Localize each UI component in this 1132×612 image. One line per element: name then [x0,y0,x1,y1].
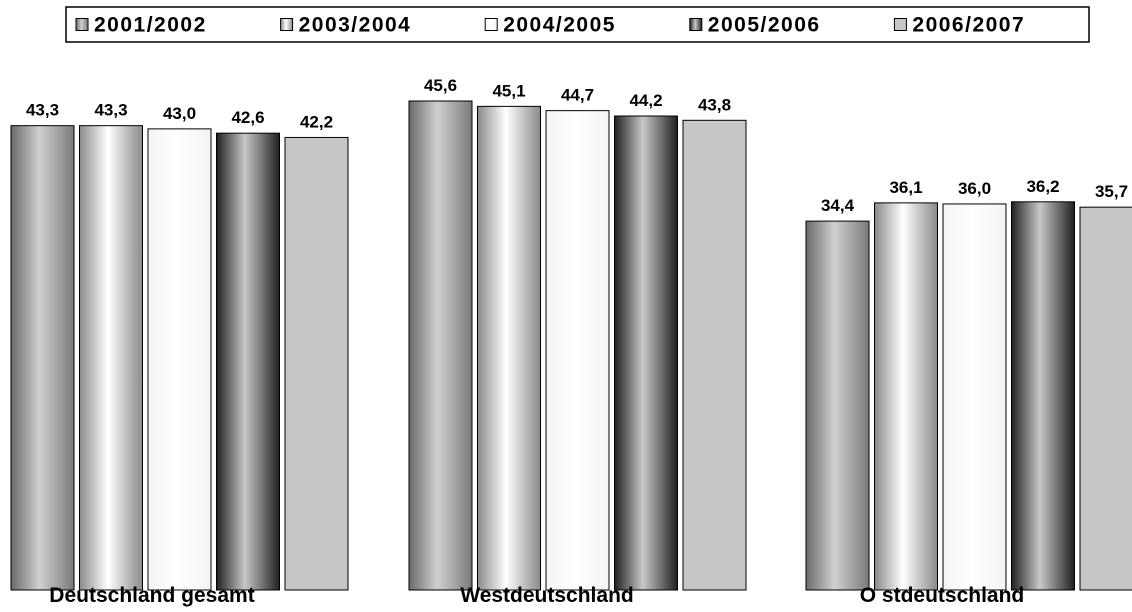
legend: 2001/2002 2003/2004 2004/2005 2005/2006 2006… [65,6,1090,43]
value-label-westdeutschland-2004-2005: 44,7 [561,86,594,105]
category-label-deutschland-gesamt: Deutschland gesamt [49,584,254,607]
value-label-o-stdeutschland-2004-2005: 36,0 [958,179,991,198]
legend-swatch-2005-2006 [689,18,703,31]
value-label-o-stdeutschland-2005-2006: 36,2 [1026,177,1059,196]
bar-o-stdeutschland-2005-2006 [1011,201,1075,591]
legend-swatch-2003-2004 [280,18,294,31]
category-label-westdeutschland: Westdeutschland [460,584,633,607]
bar-deutschland-gesamt-2006-2007 [284,136,349,591]
bar-o-stdeutschland-2004-2005 [942,203,1007,591]
bar-westdeutschland-2001-2002 [408,100,473,591]
bar-o-stdeutschland-2006-2007 [1079,206,1132,591]
bar-deutschland-gesamt-2001-2002 [10,125,75,591]
legend-swatch-2006-2007 [893,18,907,31]
legend-swatch-2004-2005 [484,18,498,31]
legend-swatch-2001-2002 [75,18,89,31]
value-label-o-stdeutschland-2003-2004: 36,1 [889,178,922,197]
legend-frame [65,6,1090,43]
bar-o-stdeutschland-2001-2002 [805,220,870,591]
bar-westdeutschland-2005-2006 [614,115,678,591]
value-labels-layer: 43,3 43,3 43,0 42,6 42,2 45,6 45,1 44,7 44,2 43,8… [26,76,1128,215]
bar-westdeutschland-2003-2004 [477,105,541,591]
value-label-deutschland-gesamt-2005-2006: 42,6 [231,108,264,127]
value-label-deutschland-gesamt-2001-2002: 43,3 [26,101,59,120]
bars-layer [10,100,1132,591]
value-label-westdeutschland-2003-2004: 45,1 [492,81,525,100]
value-label-o-stdeutschland-2006-2007: 35,7 [1095,182,1128,201]
bar-deutschland-gesamt-2005-2006 [216,132,280,591]
bar-westdeutschland-2006-2007 [682,119,747,591]
value-label-deutschland-gesamt-2004-2005: 43,0 [163,104,196,123]
legend-label-2003-2004: 2003/2004 [299,14,412,37]
bar-deutschland-gesamt-2004-2005 [147,128,212,591]
legend-label-2006-2007: 2006/2007 [912,14,1025,37]
value-label-deutschland-gesamt-2006-2007: 42,2 [300,112,333,131]
value-label-westdeutschland-2001-2002: 45,6 [424,76,457,95]
value-label-westdeutschland-2006-2007: 43,8 [698,95,731,114]
bar-deutschland-gesamt-2003-2004 [79,125,143,591]
legend-label-2001-2002: 2001/2002 [94,14,207,37]
bar-o-stdeutschland-2003-2004 [874,202,938,591]
value-label-deutschland-gesamt-2003-2004: 43,3 [94,101,127,120]
value-label-westdeutschland-2005-2006: 44,2 [629,91,662,110]
category-label-o-stdeutschland: O stdeutschland [860,584,1025,607]
legend-label-2005-2006: 2005/2006 [708,14,821,37]
bar-westdeutschland-2004-2005 [545,110,610,591]
category-labels-layer: Deutschland gesamt Westdeutschland O stdeu… [49,584,1024,607]
value-label-o-stdeutschland-2001-2002: 34,4 [821,196,855,215]
legend-label-2004-2005: 2004/2005 [503,14,616,37]
